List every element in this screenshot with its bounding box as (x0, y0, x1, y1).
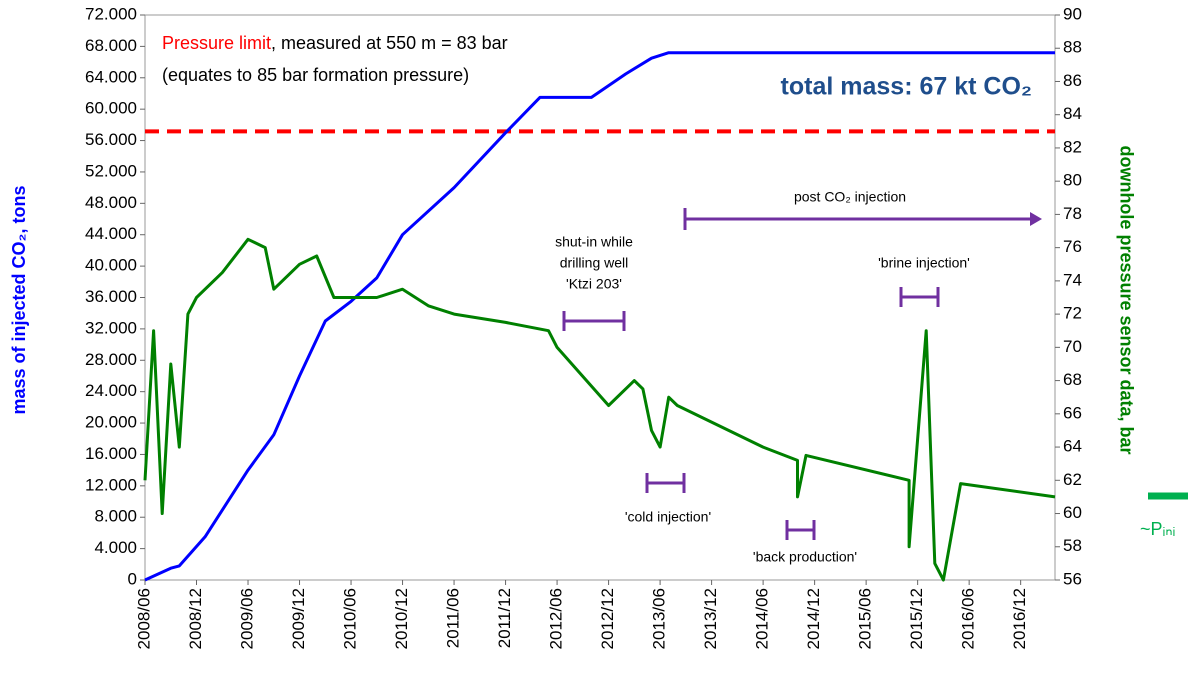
y-tick-label: 16.000 (85, 444, 137, 463)
y-axis-label: mass of injected CO₂, tons (9, 185, 29, 414)
annotation: post CO₂ injection (794, 189, 906, 205)
y2-tick-label: 62 (1063, 470, 1082, 489)
y2-tick-label: 70 (1063, 337, 1082, 356)
x-tick-label: 2015/06 (856, 588, 875, 649)
x-tick-label: 2009/12 (289, 588, 308, 649)
y-tick-label: 20.000 (85, 413, 137, 432)
annotation: (equates to 85 bar formation pressure) (162, 65, 469, 85)
x-tick-label: 2012/12 (598, 588, 617, 649)
y-tick-label: 0 (128, 569, 137, 588)
y-tick-label: 68.000 (85, 36, 137, 55)
data-line (144, 51, 1055, 582)
annotation: 'back production' (753, 549, 857, 565)
x-tick-label: 2008/12 (186, 588, 205, 649)
y-tick-label: 4.000 (94, 538, 137, 557)
y2-tick-label: 88 (1063, 38, 1082, 57)
x-tick-label: 2014/06 (753, 588, 772, 649)
x-tick-label: 2014/12 (804, 588, 823, 649)
period-brackets (562, 208, 1030, 540)
y-tick-label: 44.000 (85, 224, 137, 243)
x-tick-label: 2010/12 (392, 588, 411, 649)
y-tick-label: 48.000 (85, 193, 137, 212)
chart-title: total mass: 67 kt CO₂ (781, 73, 1032, 101)
x-tick-label: 2013/06 (650, 588, 669, 649)
y2-tick-label: 90 (1063, 4, 1082, 23)
x-tick-label: 2016/12 (1010, 588, 1029, 649)
x-tick-label: 2009/06 (238, 588, 257, 649)
y2-tick-label: 74 (1063, 270, 1082, 289)
y2-tick-label: 86 (1063, 71, 1082, 90)
x-tick-label: 2011/12 (495, 588, 514, 648)
y-tick-label: 72.000 (85, 4, 137, 23)
annotation: 'brine injection' (878, 255, 970, 271)
x-tick-label: 2012/06 (547, 588, 566, 649)
annotation: Pressure limit, measured at 550 m = 83 b… (162, 33, 508, 53)
y2-tick-label: 76 (1063, 237, 1082, 256)
y2-tick-label: 84 (1063, 104, 1082, 123)
y-tick-label: 36.000 (85, 287, 137, 306)
x-tick-label: 2016/06 (959, 588, 978, 649)
x-tick-label: 2015/12 (907, 588, 926, 649)
y2-tick-label: 56 (1063, 569, 1082, 588)
y2-tick-label: 82 (1063, 137, 1082, 156)
y2-tick-label: 66 (1063, 403, 1082, 422)
y-tick-label: 12.000 (85, 475, 137, 494)
x-tick-label: 2010/06 (341, 588, 360, 649)
y-tick-label: 8.000 (94, 507, 137, 526)
y-tick-label: 52.000 (85, 161, 137, 180)
x-tick-label: 2013/12 (701, 588, 720, 649)
x-tick-label: 2008/06 (134, 588, 153, 649)
annotation: , measured at 550 m = 83 bar (271, 33, 508, 53)
y2-tick-label: 68 (1063, 370, 1082, 389)
y2-tick-label: 58 (1063, 536, 1082, 555)
y-tick-label: 28.000 (85, 350, 137, 369)
y2-tick-label: 64 (1063, 437, 1082, 456)
annotation: Pressure limit (162, 33, 271, 53)
annotation: shut-in while (555, 234, 633, 250)
data-line (143, 237, 1056, 582)
y-tick-label: 32.000 (85, 318, 137, 337)
y2-tick-label: 60 (1063, 503, 1082, 522)
y2-tick-label: 78 (1063, 204, 1082, 223)
annotation: drilling well (560, 255, 628, 271)
y2-axis-label: downhole pressure sensor data, bar (1116, 145, 1136, 454)
annotation: 'Ktzi 203' (566, 276, 622, 292)
y-tick-label: 60.000 (85, 99, 137, 118)
y-tick-label: 24.000 (85, 381, 137, 400)
annotation: 'cold injection' (625, 509, 711, 525)
y2-tick-label: 72 (1063, 304, 1082, 323)
arrow-head (1030, 212, 1042, 226)
annotation: ~Pᵢₙᵢ (1140, 519, 1175, 539)
y2-tick-label: 80 (1063, 171, 1082, 190)
y-tick-label: 56.000 (85, 130, 137, 149)
y-tick-label: 40.000 (85, 256, 137, 275)
y-tick-label: 64.000 (85, 67, 137, 86)
x-tick-label: 2011/06 (444, 588, 463, 648)
